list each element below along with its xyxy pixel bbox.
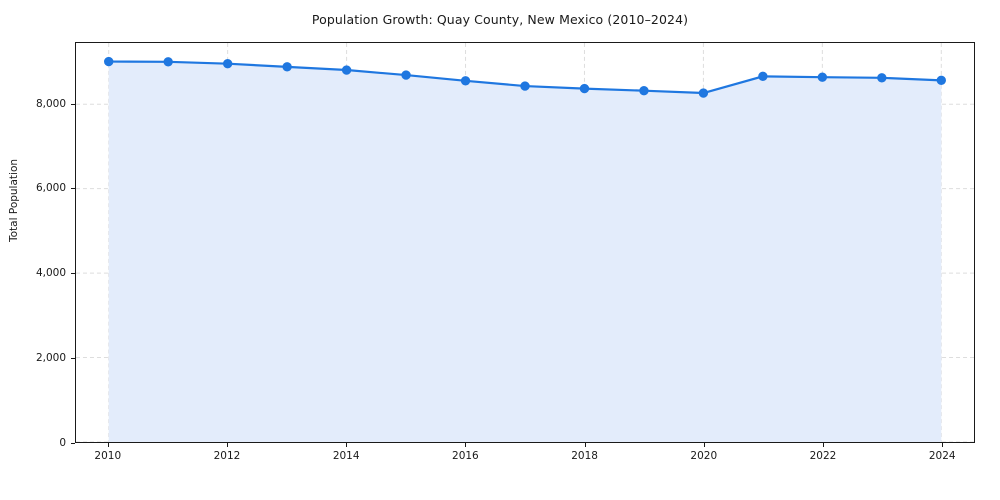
data-point-marker[interactable] xyxy=(579,83,590,94)
x-tick-mark xyxy=(584,443,586,447)
x-tick-label: 2010 xyxy=(94,450,122,462)
data-point-marker[interactable] xyxy=(758,71,768,82)
x-tick-mark xyxy=(465,443,467,447)
x-tick-label: 2020 xyxy=(690,450,718,462)
data-point-marker[interactable] xyxy=(698,88,709,98)
data-point-marker[interactable] xyxy=(639,86,649,96)
data-point-marker[interactable] xyxy=(104,56,114,67)
y-tick-mark xyxy=(71,273,75,275)
data-point-marker[interactable] xyxy=(222,59,233,69)
data-point-marker[interactable] xyxy=(520,81,530,91)
y-tick-label: 6,000 xyxy=(35,182,66,195)
data-point-marker[interactable] xyxy=(936,75,946,86)
y-tick-mark xyxy=(71,358,75,360)
data-point-marker[interactable] xyxy=(341,65,352,75)
y-tick-label: 0 xyxy=(59,437,66,449)
x-tick-mark xyxy=(942,443,944,447)
y-tick-mark xyxy=(71,103,75,105)
y-tick-mark xyxy=(71,443,75,444)
plot-area xyxy=(75,42,975,443)
x-tick-label: 2016 xyxy=(452,450,479,462)
data-point-marker[interactable] xyxy=(282,62,292,72)
x-tick-label: 2024 xyxy=(928,450,956,462)
x-tick-mark xyxy=(226,443,228,447)
y-tick-label: 8,000 xyxy=(35,97,66,110)
y-tick-label: 4,000 xyxy=(35,267,66,280)
population-line-series xyxy=(104,56,946,442)
data-point-marker[interactable] xyxy=(163,57,173,67)
x-tick-label: 2014 xyxy=(332,450,360,462)
series-area-fill xyxy=(108,61,942,442)
data-point-marker[interactable] xyxy=(401,70,411,80)
x-tick-mark xyxy=(346,443,348,447)
data-point-marker[interactable] xyxy=(817,72,828,82)
data-point-marker[interactable] xyxy=(877,73,887,83)
data-point-marker[interactable] xyxy=(460,76,471,86)
x-tick-label: 2012 xyxy=(213,450,241,462)
y-tick-mark xyxy=(71,188,75,190)
x-tick-mark xyxy=(823,443,824,447)
x-tick-mark xyxy=(703,443,705,447)
chart-title: Population Growth: Quay County, New Mexi… xyxy=(311,12,689,27)
x-tick-mark xyxy=(107,443,109,447)
x-tick-label: 2022 xyxy=(809,450,837,462)
x-tick-label: 2018 xyxy=(571,450,598,462)
y-tick-label: 2,000 xyxy=(35,352,66,365)
